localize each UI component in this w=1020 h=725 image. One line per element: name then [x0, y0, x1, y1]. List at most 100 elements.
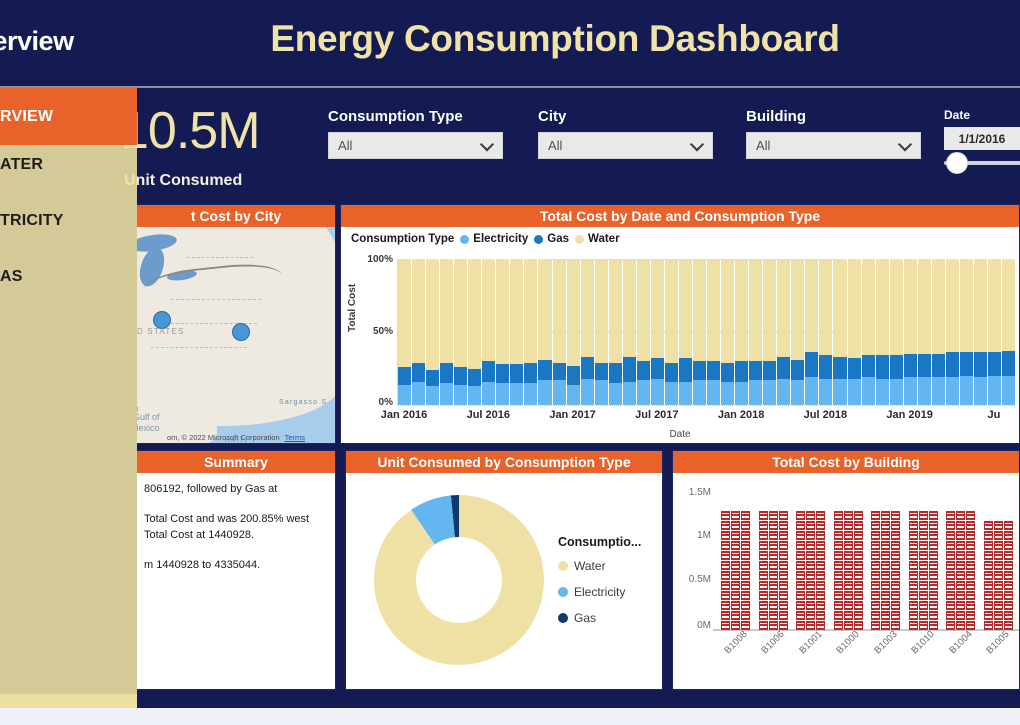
building-column[interactable]: [980, 489, 1018, 631]
sidebar-item-gas[interactable]: AS: [0, 263, 137, 291]
bar-segment-gas[interactable]: [510, 364, 524, 384]
bar-column[interactable]: [426, 259, 440, 405]
building-column[interactable]: [905, 489, 943, 631]
bar-segment-water[interactable]: [482, 259, 496, 362]
bar-column[interactable]: [468, 259, 482, 405]
bar-segment-electricity[interactable]: [580, 378, 594, 405]
building-column[interactable]: [867, 489, 905, 631]
bar-segment-gas[interactable]: [973, 352, 987, 378]
bar-column[interactable]: [875, 259, 889, 405]
slicer-building[interactable]: Building All: [746, 108, 921, 159]
bar-segment-gas[interactable]: [426, 369, 440, 387]
bar-segment-water[interactable]: [468, 259, 482, 369]
bar-segment-gas[interactable]: [1002, 351, 1016, 376]
bar-segment-water[interactable]: [945, 259, 959, 353]
visual-summary[interactable]: Summary 806192, followed by Gas at Total…: [136, 450, 336, 690]
bar-segment-electricity[interactable]: [945, 377, 959, 405]
bar-column[interactable]: [959, 259, 973, 405]
bar-segment-electricity[interactable]: [426, 386, 440, 405]
bar-segment-water[interactable]: [496, 259, 510, 365]
bar-segment-gas[interactable]: [861, 355, 875, 378]
bar-segment-gas[interactable]: [875, 355, 889, 379]
bar-segment-electricity[interactable]: [707, 380, 721, 405]
bar-segment-electricity[interactable]: [931, 377, 945, 405]
bar-segment-gas[interactable]: [454, 367, 468, 385]
bar-segment-water[interactable]: [454, 259, 468, 368]
donut-legend-item-gas[interactable]: Gas: [558, 611, 641, 625]
bar-column[interactable]: [847, 259, 861, 405]
sidebar-item-water[interactable]: ATER: [0, 151, 137, 179]
bar-segment-water[interactable]: [973, 259, 987, 353]
bar-segment-water[interactable]: [931, 259, 945, 354]
nav-overlay-panel[interactable]: RVIEW ATER TRICITY AS: [0, 88, 137, 708]
bar-segment-electricity[interactable]: [819, 378, 833, 405]
sidebar-item-overview[interactable]: RVIEW: [0, 88, 137, 145]
bar-segment-gas[interactable]: [524, 362, 538, 384]
bar-column[interactable]: [440, 259, 454, 405]
bar-column[interactable]: [973, 259, 987, 405]
bar-column[interactable]: [678, 259, 692, 405]
bar-segment-water[interactable]: [959, 259, 973, 353]
bar-column[interactable]: [650, 259, 664, 405]
bar-segment-gas[interactable]: [931, 353, 945, 378]
bar-segment-gas[interactable]: [791, 359, 805, 381]
bar-column[interactable]: [931, 259, 945, 405]
bar-segment-electricity[interactable]: [650, 378, 664, 405]
bar-column[interactable]: [945, 259, 959, 405]
bar-column[interactable]: [987, 259, 1002, 405]
donut-body[interactable]: Consumptio... Water Electricity Gas: [346, 473, 662, 689]
bar-column[interactable]: [622, 259, 636, 405]
building-column[interactable]: [830, 489, 868, 631]
bar-segment-electricity[interactable]: [594, 380, 608, 405]
sidebar-item-electricity[interactable]: TRICITY: [0, 207, 137, 235]
bar-segment-water[interactable]: [510, 259, 524, 365]
bar-segment-electricity[interactable]: [959, 375, 973, 405]
bar-segment-electricity[interactable]: [552, 380, 566, 405]
building-column[interactable]: [755, 489, 793, 631]
slicer-dropdown-consumption-type[interactable]: All: [328, 132, 503, 159]
visual-total-cost-by-date[interactable]: Total Cost by Date and Consumption Type …: [340, 204, 1020, 444]
bar-column[interactable]: [594, 259, 608, 405]
bar-segment-electricity[interactable]: [861, 377, 875, 405]
bar-segment-water[interactable]: [580, 259, 594, 357]
bar-segment-gas[interactable]: [959, 352, 973, 376]
bar-segment-gas[interactable]: [945, 352, 959, 378]
bar-segment-gas[interactable]: [482, 361, 496, 382]
bar-segment-gas[interactable]: [580, 356, 594, 379]
bar-segment-electricity[interactable]: [763, 380, 777, 405]
bar-segment-electricity[interactable]: [917, 377, 931, 405]
bar-column[interactable]: [454, 259, 468, 405]
legend-item-electricity[interactable]: Electricity: [460, 233, 528, 245]
bar-segment-water[interactable]: [650, 259, 664, 359]
map-canvas[interactable]: UNITED STATES Sargasso S Gulf of Mexico …: [137, 227, 335, 443]
bar-segment-electricity[interactable]: [440, 383, 454, 405]
bar-segment-water[interactable]: [749, 259, 763, 362]
bar-segment-water[interactable]: [777, 259, 791, 357]
bar-column[interactable]: [636, 259, 650, 405]
bar-segment-water[interactable]: [440, 259, 454, 363]
bar-segment-gas[interactable]: [833, 356, 847, 379]
bar-segment-water[interactable]: [791, 259, 805, 360]
bar-segment-gas[interactable]: [777, 356, 791, 379]
bar-segment-water[interactable]: [707, 259, 721, 362]
bar-segment-gas[interactable]: [707, 361, 721, 381]
bar-segment-gas[interactable]: [678, 358, 692, 382]
map-terms-link[interactable]: Terms: [284, 433, 306, 442]
bar-segment-water[interactable]: [566, 259, 580, 366]
bar-segment-gas[interactable]: [468, 368, 482, 387]
bar-segment-electricity[interactable]: [636, 380, 650, 405]
bar-column[interactable]: [566, 259, 580, 405]
bar-column[interactable]: [819, 259, 833, 405]
bar-segment-gas[interactable]: [805, 352, 819, 378]
bar-segment-water[interactable]: [664, 259, 678, 363]
bar-segment-electricity[interactable]: [692, 380, 707, 405]
bar-segment-water[interactable]: [735, 259, 749, 362]
bar-segment-electricity[interactable]: [566, 384, 580, 405]
bar-segment-electricity[interactable]: [664, 381, 678, 405]
slicer-city[interactable]: City All: [538, 108, 713, 159]
bar-segment-electricity[interactable]: [496, 383, 510, 405]
bar-segment-gas[interactable]: [987, 352, 1002, 376]
bar-segment-gas[interactable]: [735, 361, 749, 382]
map-bubble-newyork[interactable]: [232, 323, 250, 341]
stacked-column-body[interactable]: Consumption Type Electricity Gas Water T…: [341, 227, 1019, 443]
